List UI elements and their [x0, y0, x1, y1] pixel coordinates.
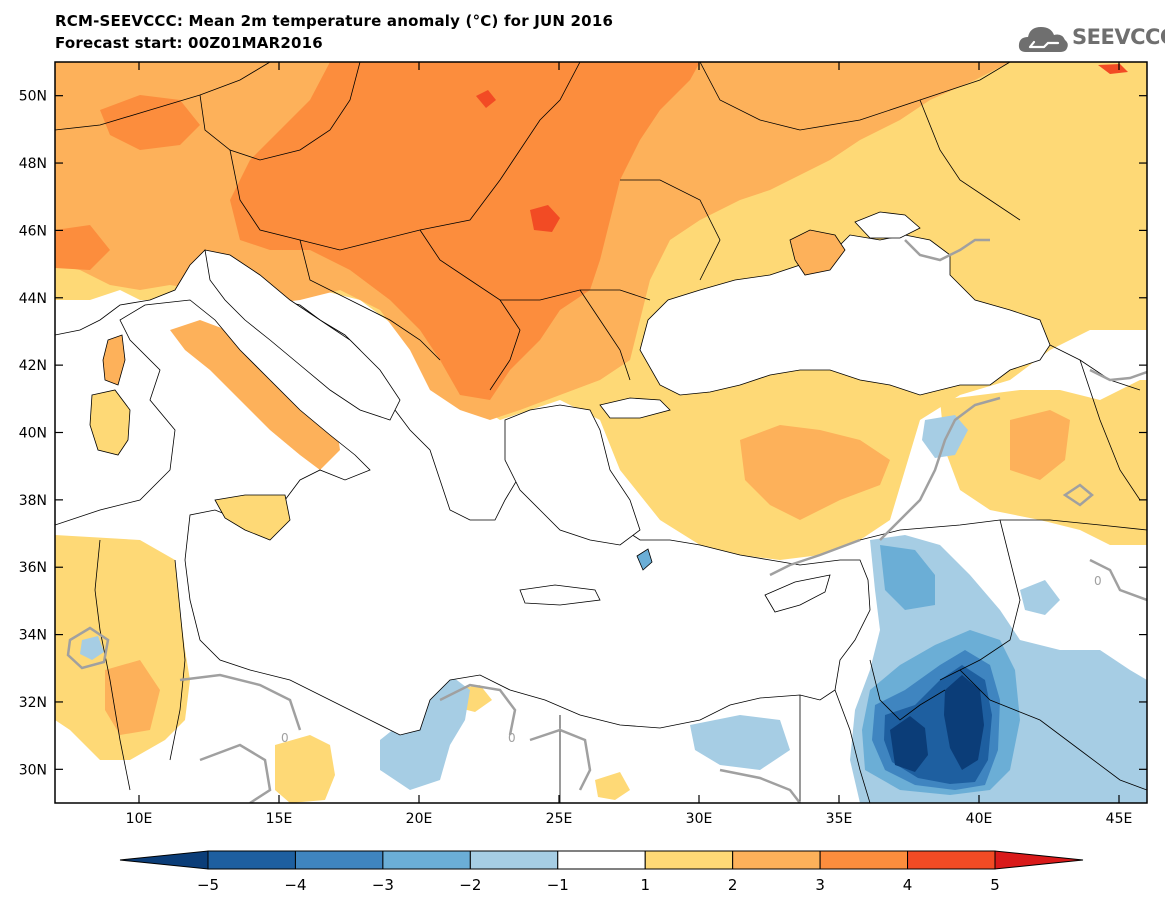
- anomaly-field: 0 0 0: [55, 62, 1147, 803]
- forecast-start-label: Forecast start: 00Z01MAR2016: [55, 34, 323, 52]
- lat-tick-label: 34N: [19, 628, 47, 644]
- colorbar-label: −4: [284, 876, 306, 894]
- lon-tick-label: 30E: [686, 811, 713, 827]
- lon-tick-label: 35E: [826, 811, 853, 827]
- anomaly-plus3-region: [230, 62, 700, 400]
- sicily: [214, 494, 291, 541]
- anomaly-minus2-levant: [880, 545, 935, 610]
- colorbar-label: 5: [990, 876, 1000, 894]
- contour-label-libya: 0: [281, 731, 289, 745]
- lon-tick-label: 20E: [406, 811, 433, 827]
- lat-tick-label: 36N: [19, 560, 47, 576]
- aegean-sea: [504, 404, 641, 546]
- anomaly-plus4-ne: [1098, 64, 1128, 74]
- anomaly-minus1-turkey: [922, 415, 968, 458]
- colorbar-cell: [382, 850, 471, 870]
- cloud-icon: [1018, 27, 1068, 52]
- map-title: RCM-SEEVCCC: Mean 2m temperature anomaly…: [55, 12, 614, 30]
- anomaly-plus4-hungary: [530, 205, 560, 232]
- longitude-axis: 10E 15E 20E 25E 30E 35E 40E 45E: [126, 62, 1133, 827]
- anomaly-plus2-turkey: [740, 425, 890, 520]
- anomaly-minus1-egypt: [690, 715, 790, 770]
- anomaly-plus3-west: [100, 95, 200, 150]
- lon-tick-label: 15E: [266, 811, 293, 827]
- colorbar-label: 1: [640, 876, 650, 894]
- lon-tick-label: 10E: [126, 811, 153, 827]
- anomaly-plus3-west2: [55, 225, 110, 270]
- seevccc-logo: SEEVCCC: [1018, 22, 1165, 56]
- anomaly-plus4-poland: [476, 90, 496, 108]
- anomaly-minus5-core-west: [890, 716, 928, 772]
- lat-tick-label: 42N: [19, 358, 47, 374]
- colorbar-cell: [557, 850, 646, 870]
- lat-tick-label: 46N: [19, 223, 47, 239]
- colorbar-label: 2: [728, 876, 738, 894]
- sea-of-marmara: [599, 397, 671, 419]
- colorbar-cell: [294, 850, 384, 870]
- lat-tick-label: 38N: [19, 493, 47, 509]
- sea-of-azov: [854, 211, 921, 239]
- colorbar-label: −3: [372, 876, 394, 894]
- lat-tick-label: 30N: [19, 762, 47, 778]
- colorbar-cell: [732, 850, 821, 870]
- anomaly-plus1-patch-egypt: [595, 772, 630, 800]
- lon-tick-label: 40E: [966, 811, 993, 827]
- anomaly-plus1-patch-libya: [275, 735, 335, 803]
- colorbar-label: 3: [815, 876, 825, 894]
- colorbar-cell: [644, 850, 734, 870]
- contour-label-east: 0: [1094, 574, 1102, 588]
- corsica: [102, 334, 126, 386]
- anomaly-plus2-tunisia: [105, 660, 160, 735]
- zero-contours: [66, 238, 1147, 803]
- lon-tick-label: 45E: [1106, 811, 1133, 827]
- latitude-axis: 30N 32N 34N 36N 38N 40N 42N 44N 46N 48N 50N: [19, 89, 1147, 778]
- colorbar-cell: [907, 850, 996, 870]
- lat-tick-label: 50N: [19, 89, 47, 105]
- colorbar-cell: [469, 850, 559, 870]
- anomaly-plus2-italy: [170, 320, 340, 470]
- sardinia: [89, 389, 131, 456]
- colorbar-label: −5: [197, 876, 219, 894]
- logo-text: SEEVCCC: [1072, 25, 1165, 49]
- anomaly-minus1-libya: [380, 675, 470, 790]
- lat-tick-label: 32N: [19, 695, 47, 711]
- lat-tick-label: 40N: [19, 426, 47, 442]
- country-borders: [55, 62, 1147, 803]
- rhodes: [636, 548, 653, 571]
- crimea: [789, 229, 846, 276]
- colorbar-label: 4: [903, 876, 913, 894]
- lat-tick-label: 44N: [19, 291, 47, 307]
- anomaly-minus5-core-east: [944, 675, 984, 770]
- contour-label-cyrenaica: 0: [508, 731, 516, 745]
- cyprus: [764, 574, 831, 613]
- anomaly-minus1-tunisia: [80, 636, 104, 660]
- lon-tick-label: 25E: [546, 811, 573, 827]
- colorbar-low-extension: [119, 850, 209, 870]
- colorbar-label: −2: [459, 876, 481, 894]
- lat-tick-label: 48N: [19, 156, 47, 172]
- anomaly-minus1-syria: [1020, 580, 1060, 615]
- colorbar-cell: [819, 850, 909, 870]
- black-sea: [639, 234, 1051, 396]
- colorbar-high-extension: [994, 850, 1084, 870]
- colorbar-cell: [207, 850, 296, 870]
- colorbar-label: −1: [547, 876, 569, 894]
- anomaly-plus2-east: [1010, 410, 1070, 480]
- adriatic-sea: [204, 249, 401, 421]
- crete: [519, 584, 601, 606]
